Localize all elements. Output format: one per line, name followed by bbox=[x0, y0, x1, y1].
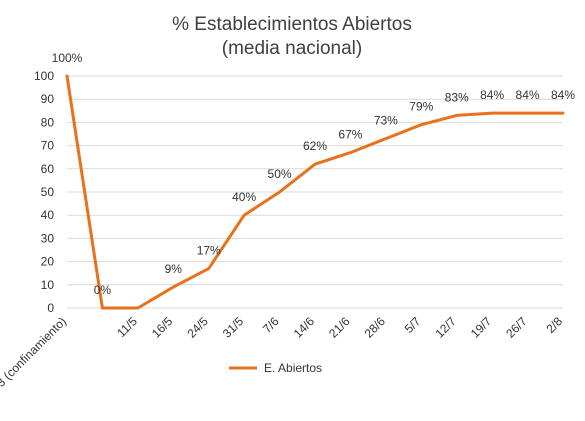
data-label: 84% bbox=[551, 88, 575, 102]
y-tick-label: 100 bbox=[34, 69, 54, 83]
x-tick-label: 24/5 bbox=[184, 314, 211, 341]
y-tick-label: 20 bbox=[41, 255, 55, 269]
x-tick-label: 28/6 bbox=[362, 314, 389, 341]
x-tick-label: 16/5 bbox=[149, 314, 176, 341]
data-label: 0% bbox=[94, 283, 112, 297]
data-label: 50% bbox=[268, 167, 292, 181]
x-tick-label: 19/7 bbox=[468, 314, 495, 341]
y-tick-label: 70 bbox=[41, 139, 55, 153]
series-layer bbox=[65, 74, 565, 310]
data-label: 67% bbox=[338, 128, 362, 142]
data-label: 79% bbox=[409, 100, 433, 114]
data-labels: 100% 0% 9% 17% 40% 50% 62% 67% 73% 79% 83% 84% 84% 84… bbox=[52, 51, 576, 297]
x-axis-ticks: 15/3 (confinamiento) 11/5 16/5 24/5 31/5 7/6 1… bbox=[0, 314, 565, 401]
y-tick-label: 60 bbox=[41, 162, 55, 176]
x-tick-label: 14/6 bbox=[291, 314, 318, 341]
y-tick-label: 0 bbox=[47, 301, 54, 315]
data-label: 17% bbox=[197, 244, 221, 258]
x-tick-label: 7/6 bbox=[260, 314, 282, 336]
legend: E. Abiertos bbox=[229, 361, 322, 375]
x-tick-label: 2/8 bbox=[543, 314, 565, 336]
grid-lines bbox=[67, 75, 563, 309]
x-tick-label: 15/3 (confinamiento) bbox=[0, 314, 69, 401]
y-tick-label: 10 bbox=[41, 278, 55, 292]
chart-subtitle: (media nacional) bbox=[222, 38, 362, 59]
x-tick-label: 12/7 bbox=[432, 314, 459, 341]
data-label: 84% bbox=[516, 88, 540, 102]
x-tick-label: 26/7 bbox=[503, 314, 530, 341]
y-tick-label: 30 bbox=[41, 231, 55, 245]
x-tick-label: 31/5 bbox=[220, 314, 247, 341]
x-tick-label: 11/5 bbox=[114, 314, 140, 340]
y-tick-label: 50 bbox=[41, 185, 55, 199]
series-line-e-abiertos bbox=[65, 74, 565, 310]
chart-title: % Establecimientos Abiertos bbox=[172, 14, 412, 35]
x-tick-label: 21/6 bbox=[326, 314, 353, 341]
y-axis-ticks: 0 10 20 30 40 50 60 70 80 90 100 bbox=[34, 69, 54, 315]
data-label: 83% bbox=[445, 90, 469, 104]
y-tick-label: 90 bbox=[41, 92, 55, 106]
data-label: 40% bbox=[232, 190, 256, 204]
legend-label-e-abiertos: E. Abiertos bbox=[264, 361, 322, 375]
x-tick-label: 5/7 bbox=[402, 314, 424, 336]
data-label: 9% bbox=[165, 262, 183, 276]
data-label: 62% bbox=[303, 139, 327, 153]
y-tick-label: 80 bbox=[41, 115, 55, 129]
data-label: 84% bbox=[480, 88, 504, 102]
data-label: 100% bbox=[52, 51, 83, 65]
y-tick-label: 40 bbox=[41, 208, 55, 222]
data-label: 73% bbox=[374, 114, 398, 128]
